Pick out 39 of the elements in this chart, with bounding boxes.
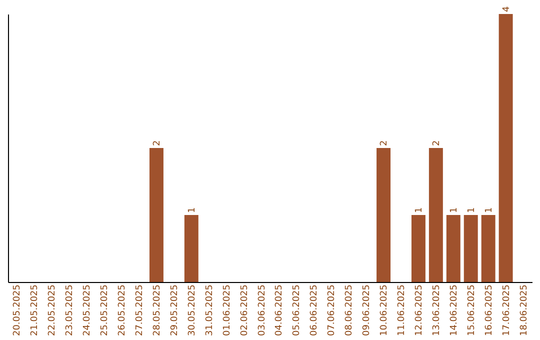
x-tick-label: 07.06.2025 [327, 284, 338, 336]
x-tick-label: 17.06.2025 [502, 284, 512, 336]
x-tick-label: 08.06.2025 [344, 284, 355, 336]
x-tick-label: 22.05.2025 [48, 284, 58, 336]
data-label: 1 [187, 207, 198, 213]
x-tick-label: 21.05.2025 [30, 284, 40, 336]
x-tick-label: 26.05.2025 [118, 284, 128, 336]
x-tick-label: 18.06.2025 [519, 284, 530, 336]
x-tick-label: 06.06.2025 [310, 284, 320, 336]
x-tick-label: 30.05.2025 [187, 284, 198, 336]
x-tick-label: 14.06.2025 [449, 284, 460, 336]
x-tick-label: 10.06.2025 [380, 284, 390, 336]
x-tick-label: 16.06.2025 [484, 284, 494, 336]
x-tick-label: 09.06.2025 [362, 284, 372, 336]
x-tick-label: 25.05.2025 [100, 284, 110, 336]
x-tick-label: 12.06.2025 [414, 284, 424, 336]
x-tick-label: 31.05.2025 [204, 284, 215, 336]
data-label: 1 [414, 207, 424, 213]
data-label: 4 [502, 6, 512, 12]
x-tick-label: 13.06.2025 [432, 284, 442, 336]
x-tick-label: 04.06.2025 [274, 284, 285, 336]
x-tick-label: 27.05.2025 [135, 284, 145, 336]
x-tick-label: 02.06.2025 [240, 284, 250, 336]
data-label: 2 [152, 140, 162, 146]
x-tick-label: 29.05.2025 [170, 284, 180, 336]
x-tick-label: 24.05.2025 [82, 284, 93, 336]
x-tick-label: 03.06.2025 [257, 284, 268, 336]
data-label: 1 [466, 207, 477, 213]
data-label: 1 [484, 207, 494, 213]
x-tick-label: 28.05.2025 [152, 284, 162, 336]
x-tick-label: 23.05.2025 [65, 284, 76, 336]
x-tick-label: 05.06.2025 [292, 284, 302, 336]
x-tick-label: 11.06.2025 [397, 284, 407, 336]
x-tick-label: 15.06.2025 [466, 284, 477, 336]
x-tick-label: 01.06.2025 [222, 284, 232, 336]
x-tick-label: 20.05.2025 [12, 284, 23, 336]
data-label: 2 [380, 140, 390, 146]
data-label: 1 [449, 207, 460, 213]
data-label: 2 [432, 140, 442, 146]
